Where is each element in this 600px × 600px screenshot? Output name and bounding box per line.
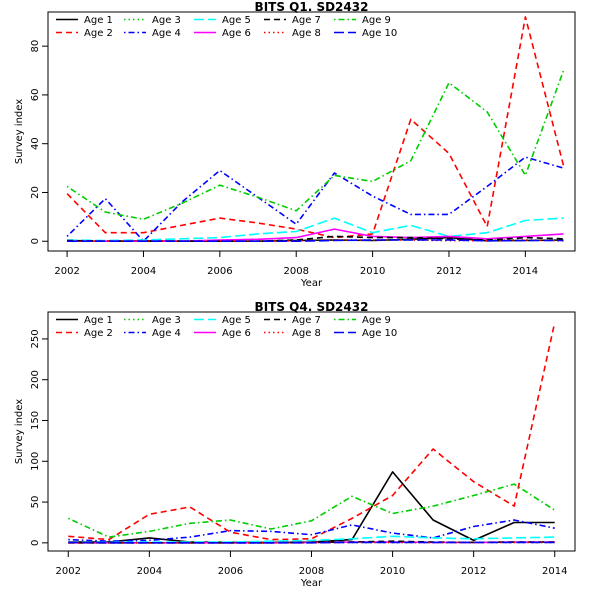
y-tick-label: 60 <box>30 89 41 102</box>
x-tick-label: 2012 <box>461 566 486 577</box>
x-tick-label: 2008 <box>283 266 308 277</box>
x-tick-label: 2014 <box>513 266 538 277</box>
legend-label: Age 4 <box>152 28 181 39</box>
y-tick-label: 20 <box>30 186 41 199</box>
legend-label: Age 10 <box>362 328 397 339</box>
y-tick-label: 0 <box>30 540 41 546</box>
x-tick-label: 2004 <box>137 566 162 577</box>
series-line-age-10 <box>67 239 564 242</box>
x-tick-label: 2014 <box>542 566 567 577</box>
y-axis-label: Survey index <box>14 99 25 164</box>
series-line-age-9 <box>66 70 565 221</box>
y-tick-label: 250 <box>30 329 41 348</box>
y-tick-label: 80 <box>30 40 41 53</box>
legend: Age 1 Age 2 Age 3 Age 4 Age 5 Age 6 Age 7 Age 8… <box>56 15 397 39</box>
legend-label: Age 1 <box>84 315 113 326</box>
y-tick-label: 50 <box>30 496 41 509</box>
y-tick-label: 150 <box>30 411 41 430</box>
plot-frame <box>47 311 576 552</box>
legend-label: Age 3 <box>152 15 181 26</box>
y-axis-label: Survey index <box>14 399 25 464</box>
series-line-age-2 <box>66 16 565 239</box>
legend-label: Age 9 <box>362 15 391 26</box>
x-tick-label: 2010 <box>360 266 385 277</box>
x-tick-label: 2008 <box>299 566 324 577</box>
series-line-age-9 <box>67 483 556 538</box>
series-group <box>66 16 565 242</box>
x-tick-label: 2002 <box>54 266 79 277</box>
x-axis-label: Year <box>300 578 323 589</box>
legend-label: Age 5 <box>222 15 251 26</box>
legend: Age 1 Age 2 Age 3 Age 4 Age 5 Age 6 Age 7 Age 8… <box>56 315 397 339</box>
x-tick-label: 2012 <box>436 266 461 277</box>
series-line-age-7 <box>67 235 564 242</box>
legend-label: Age 9 <box>362 315 391 326</box>
x-tick-label: 2004 <box>131 266 156 277</box>
legend-label: Age 2 <box>84 28 113 39</box>
y-tick-label: 40 <box>30 137 41 150</box>
chart-title: BITS Q4. SD2432 <box>255 300 369 314</box>
series-line-age-8 <box>67 239 564 242</box>
x-tick-label: 2006 <box>207 266 232 277</box>
series-line-age-4 <box>68 519 555 543</box>
legend-label: Age 1 <box>84 15 113 26</box>
legend-label: Age 6 <box>222 328 251 339</box>
series-line-age-4 <box>66 156 564 242</box>
legend-label: Age 8 <box>292 328 321 339</box>
chart-panel-q4: BITS Q4. SD2432 2002 2004 2006 2008 2010 2012 2… <box>14 300 576 589</box>
x-axis-label: Year <box>300 278 323 289</box>
chart-title: BITS Q1. SD2432 <box>255 0 369 14</box>
legend-label: Age 3 <box>152 315 181 326</box>
series-line-age-2 <box>68 322 556 541</box>
x-tick-label: 2006 <box>218 566 243 577</box>
legend-label: Age 8 <box>292 28 321 39</box>
legend-label: Age 7 <box>292 315 321 326</box>
series-line-age-5 <box>68 535 555 544</box>
y-tick-label: 100 <box>30 452 41 471</box>
y-tick-label: 0 <box>30 238 41 244</box>
legend-label: Age 6 <box>222 28 251 39</box>
y-tick-label: 200 <box>30 370 41 389</box>
chart-panel-q1: BITS Q1. SD2432 2002 2004 2006 2008 2010 2012 2… <box>14 0 576 289</box>
plot-frame <box>47 11 576 252</box>
series-group <box>67 322 556 544</box>
legend-label: Age 4 <box>152 328 181 339</box>
legend-label: Age 10 <box>362 28 397 39</box>
legend-label: Age 5 <box>222 315 251 326</box>
x-tick-label: 2010 <box>380 566 405 577</box>
legend-label: Age 2 <box>84 328 113 339</box>
x-tick-label: 2002 <box>56 566 81 577</box>
series-line-age-5 <box>67 217 564 242</box>
legend-label: Age 7 <box>292 15 321 26</box>
